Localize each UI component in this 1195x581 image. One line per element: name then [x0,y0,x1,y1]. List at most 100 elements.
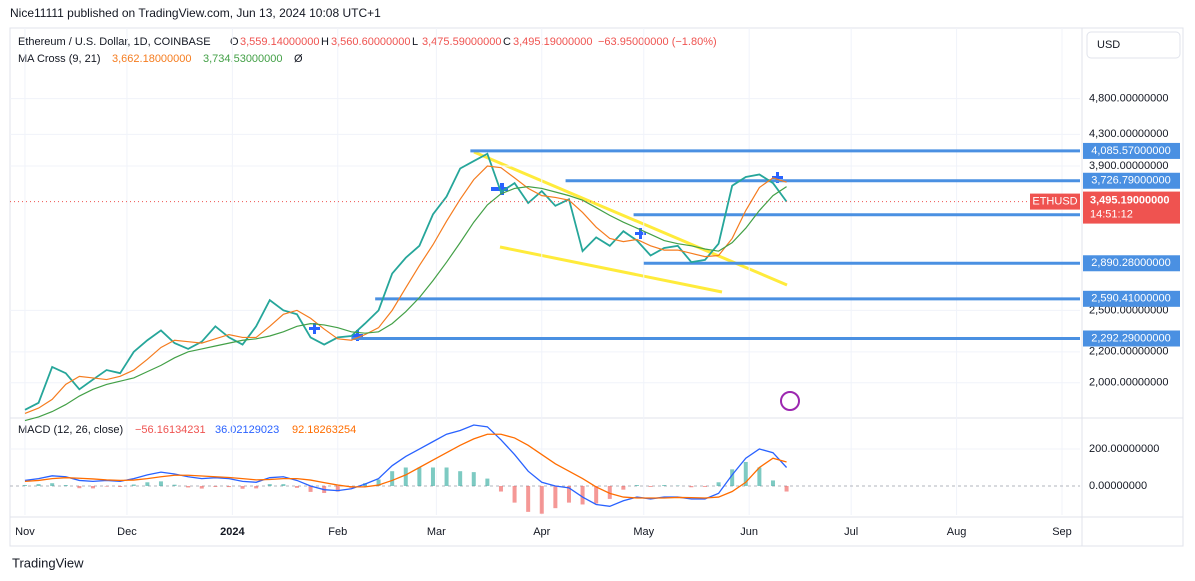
logo-icon [780,391,800,411]
histogram-bar [566,485,571,503]
histogram-bar [526,485,531,512]
histogram-bar [186,485,191,488]
macd-title: MACD (12, 26, close) [18,424,123,436]
histogram-bar [308,485,313,492]
trendline [499,245,723,294]
histogram-bar [702,485,707,487]
histogram-bar [498,485,503,492]
histogram-bar [390,471,395,486]
ma-line [24,165,787,414]
ma-title: MA Cross (9, 21) [18,53,101,65]
macd-value: 36.02129023 [215,424,279,436]
publisher: Nice11111 published on TradingView.com, … [10,6,381,20]
level-label: 3,726.79000000 [1091,175,1171,187]
x-tick-label: Mar [427,526,446,538]
macd-line [24,433,787,499]
x-tick-label: Sep [1052,526,1072,538]
level-label: 2,292.29000000 [1091,332,1171,344]
histogram-bar [716,482,721,486]
macd-value: 92.18263254 [292,424,356,436]
x-tick-label: May [633,526,654,538]
histogram-bar [634,485,639,486]
histogram-bar [512,485,517,503]
histogram-bar [471,472,476,486]
level-label: 4,085.57000000 [1091,145,1171,157]
x-tick-label: Feb [328,526,347,538]
ohlc-key: L [412,36,418,48]
signal-marker [772,172,783,183]
x-tick-label: 2024 [220,526,245,538]
histogram-bar [730,469,735,486]
level-tag [1083,172,1180,189]
histogram-bar [104,485,109,487]
macd-tick-label: 200.00000000 [1089,443,1159,455]
ma-icon: Ø [294,53,303,65]
histogram-bar [784,485,789,492]
level-tag [1083,290,1180,307]
y-tick-label: 2,500.00000000 [1089,304,1169,316]
histogram-bar [757,467,762,486]
histogram-bar [281,484,286,486]
y-tick-label: 4,800.00000000 [1089,93,1169,105]
histogram-bar [335,485,340,492]
level-tag [1083,142,1180,159]
histogram-bar [240,485,245,489]
histogram-bar [145,482,150,486]
level-label: 2,890.28000000 [1091,257,1171,269]
ohlc-key: C [503,36,511,48]
histogram-bar [689,485,694,488]
x-tick-label: Jun [740,526,758,538]
ohlc-value: 3,559.14000000 [240,36,320,48]
histogram-bar [63,485,68,486]
macd-value: −56.16134231 [135,424,206,436]
histogram-bar [22,485,27,486]
y-tick-label: 2,200.00000000 [1089,346,1169,358]
symbol-tag [1030,193,1080,210]
histogram-bar [50,483,55,486]
macd-tick-label: 0.00000000 [1089,480,1147,492]
histogram-bar [226,485,231,488]
ohlc-value: 3,495.19000000 [513,36,593,48]
ohlc-value: 3,560.60000000 [331,36,411,48]
histogram-bar [267,484,272,486]
histogram-bar [553,485,558,509]
signal-marker [352,330,363,341]
symbol: Ethereum / U.S. Dollar, 1D, COINBASE [18,36,211,48]
level-label: 2,590.41000000 [1091,293,1171,305]
histogram-bar [743,461,748,486]
histogram-bar [254,485,259,489]
histogram-bar [580,485,585,505]
histogram-bar [539,485,544,514]
price-line [24,152,788,411]
histogram-bar [294,485,299,488]
ohlc-key: O [230,36,239,48]
x-tick-label: Aug [947,526,967,538]
frame [9,27,1184,547]
symbol-tag-text: ETHUSD [1032,195,1077,207]
histogram-bar [662,485,667,486]
price-tag [1083,191,1180,224]
histogram-bar [199,485,204,489]
histogram-bar [403,467,408,486]
histogram-bar [77,485,82,489]
signal-marker [635,228,646,239]
ma-fast: 3,662.18000000 [112,53,192,65]
histogram-bar [458,471,463,486]
x-tick-label: Dec [117,526,137,538]
histogram-bar [376,479,381,486]
footer: TradingView [12,555,84,570]
histogram-bar [648,485,653,487]
ohlc-key: H [321,36,329,48]
histogram-bar [158,481,163,486]
change: −63.95000000 (−1.80%) [598,36,717,48]
signal-marker [309,323,320,334]
currency-button[interactable] [1086,31,1181,59]
x-tick-label: Jul [844,526,858,538]
histogram-bar [444,467,449,486]
histogram-bar [607,485,612,499]
level-tag [1083,255,1180,272]
currency[interactable]: USD [1097,39,1120,51]
histogram-bar [770,480,775,486]
